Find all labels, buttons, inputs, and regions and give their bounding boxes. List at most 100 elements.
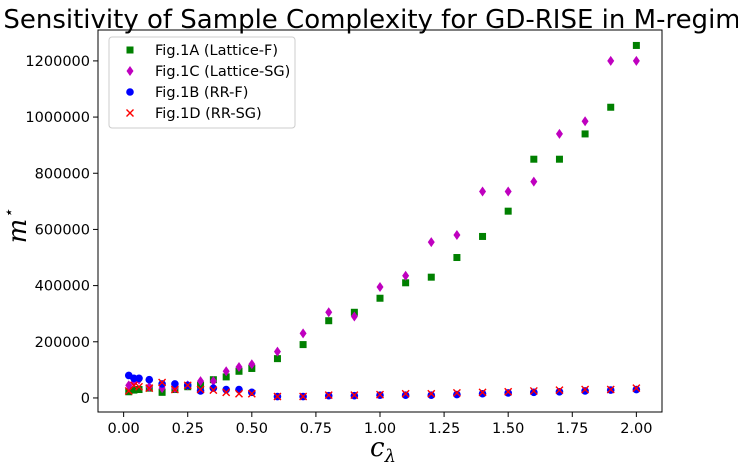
data-point [530,388,538,397]
data-point [325,317,333,325]
data-point [158,378,167,387]
data-point [158,380,166,388]
data-point [401,391,410,399]
data-point [376,294,384,302]
data-point [235,389,243,398]
data-point [145,375,154,384]
data-point [299,341,307,349]
data-point [504,207,512,215]
data-point [402,270,410,281]
legend-label: Fig.1D (RR-SG) [155,106,262,122]
data-point [632,385,641,394]
legend-box [108,36,296,129]
data-point [479,186,487,197]
data-point [324,391,333,400]
data-point [555,128,563,139]
y-tick-label: 400000 [35,279,90,295]
data-point [376,390,384,399]
data-point [555,155,563,163]
y-tick-label: 1200000 [25,54,90,70]
data-point [427,237,435,248]
legend-marker-circle [126,88,134,96]
y-tick-label: 0 [81,391,90,407]
data-point [248,359,256,370]
x-tick-label: 2.00 [620,421,652,437]
data-point [196,385,205,394]
data-point [452,388,461,397]
data-point [401,389,410,398]
data-point [453,254,461,262]
data-point [529,386,538,395]
data-point [402,279,410,287]
data-point [135,386,143,394]
data-point [504,389,512,397]
data-point [607,55,615,66]
data-point [222,373,230,381]
x-tick-label: 0.50 [236,421,268,437]
data-point [299,328,307,339]
data-point [606,385,615,394]
data-point [170,385,179,394]
data-point [530,176,538,187]
legend-marker-diamond [126,66,134,76]
legend-label: Fig.1A (Lattice-F) [155,43,278,59]
data-point [530,155,538,163]
y-axis-label-main: m [3,219,33,244]
data-point [581,387,589,395]
data-point [197,376,205,387]
data-point [135,374,143,383]
x-tick-label: 0.25 [172,421,204,437]
axes-frame [97,29,663,413]
legend: Fig.1A (Lattice-F) Fig.1C (Lattice-SG) Fig… [108,36,296,129]
data-point [478,389,487,398]
data-point [453,230,461,241]
data-point [222,388,231,397]
x-axis-label: cλ [370,433,396,467]
data-point [632,41,640,49]
data-point [350,311,358,322]
data-point [453,390,461,399]
data-point [581,130,589,138]
plot-area [124,41,641,401]
data-point [581,385,590,394]
data-point [555,386,564,395]
legend-marker-x [126,109,134,117]
data-point [273,392,282,401]
data-point [235,385,243,394]
x-tick-label: 1.00 [364,421,396,437]
legend-label: Fig.1C (Lattice-SG) [155,64,290,80]
data-point [632,55,640,66]
legend-marker-square [126,46,134,54]
data-point [222,385,230,394]
y-tick-label: 200000 [35,335,90,351]
data-point [235,362,243,373]
data-point [350,391,359,400]
x-axis: 0.00 0.25 0.50 0.75 1.00 1.25 1.50 1.75 2.00 [107,412,653,437]
y-axis-label-superscript: ⋆ [0,209,18,219]
x-axis-label-subscript: λ [384,446,396,467]
data-point [607,103,615,111]
data-point [247,389,256,398]
y-axis: 0 200000 400000 600000 800000 1000000 1200000 [25,54,98,407]
data-point [479,232,487,240]
data-point [248,388,256,397]
data-point [504,387,513,396]
data-point [135,382,144,391]
data-point [273,355,281,363]
data-point [555,387,564,396]
data-point [145,384,154,393]
data-point [325,307,333,318]
y-axis-label: m⋆ [0,209,33,244]
data-point [273,346,281,357]
data-point [376,282,384,293]
data-point [581,116,589,127]
data-point [209,386,218,395]
data-point [209,384,218,392]
data-point [478,388,487,397]
data-point [427,273,435,281]
y-tick-label: 800000 [35,166,90,182]
data-point [209,376,217,387]
data-point [222,366,230,377]
x-tick-label: 0.00 [107,421,139,437]
